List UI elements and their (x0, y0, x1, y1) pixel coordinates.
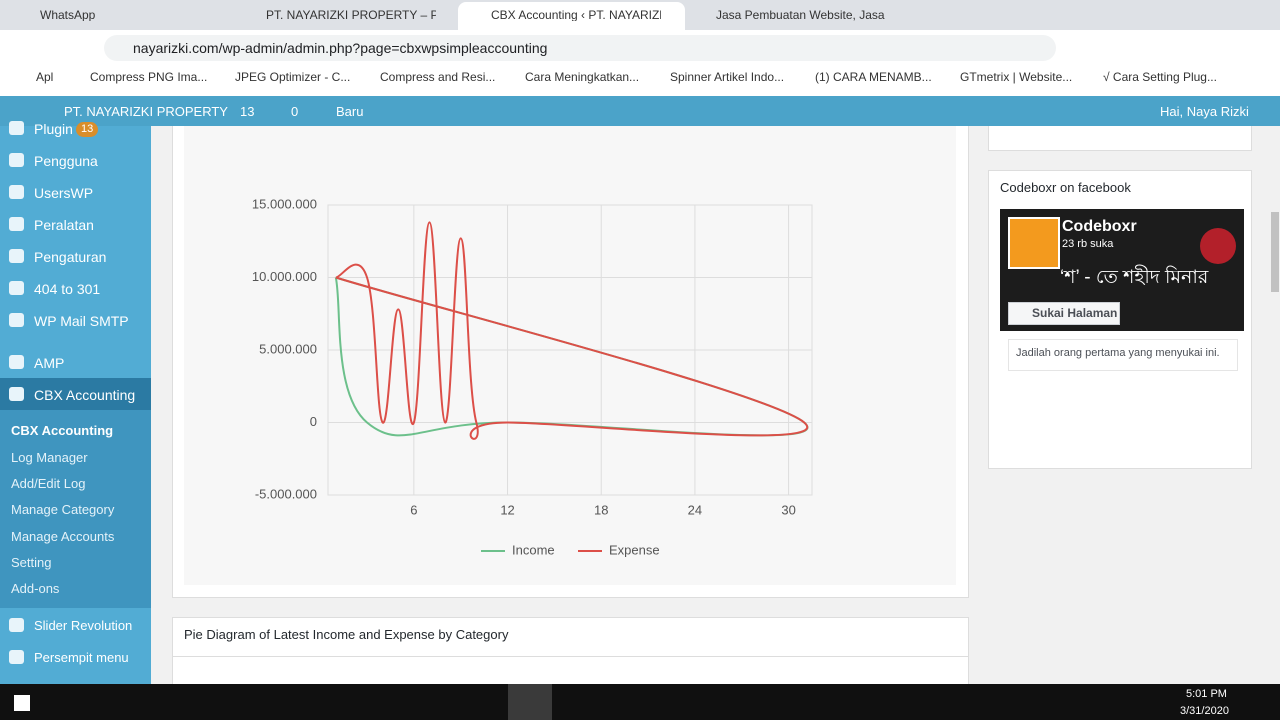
bookmark[interactable]: Cara Meningkatkan... (525, 70, 640, 84)
admin-bar-item[interactable]: 0 (291, 104, 299, 119)
menu-icon (9, 387, 24, 401)
x-tick-label: 30 (781, 502, 795, 517)
series-line (335, 221, 809, 440)
tab-title[interactable]: WhatsApp (40, 9, 96, 21)
menu-icon (9, 281, 24, 295)
menu-icon (9, 217, 24, 231)
address-bar[interactable] (104, 35, 1056, 61)
admin-bar (0, 96, 1280, 126)
bookmark[interactable]: JPEG Optimizer - C... (235, 70, 351, 84)
series-line (334, 276, 809, 437)
tab-title[interactable]: CBX Accounting ‹ PT. NAYARIZKI (491, 9, 661, 21)
menu-item[interactable]: Pengguna (34, 153, 98, 169)
menu-badge: 13 (76, 122, 99, 137)
start-button[interactable] (14, 695, 30, 711)
menu-item[interactable]: Persempit menu (34, 650, 129, 665)
submenu-item[interactable]: Manage Accounts (11, 529, 115, 544)
chart-area (184, 126, 956, 585)
submenu-item[interactable]: Manage Category (11, 502, 115, 517)
bookmark[interactable]: Apl (36, 70, 54, 84)
fb-sun (1200, 228, 1236, 264)
tab-title[interactable]: Jasa Pembuatan Website, Jasa SE (716, 9, 886, 21)
fb-logo (1008, 217, 1060, 269)
menu-icon (9, 153, 24, 167)
address-url[interactable]: nayarizki.com/wp-admin/admin.php?page=cb… (133, 40, 548, 56)
clock-date: 3/31/2020 (1180, 705, 1229, 717)
menu-item[interactable]: Slider Revolution (34, 618, 133, 633)
menu-icon (9, 121, 24, 135)
scrollbar[interactable] (1271, 212, 1279, 292)
bookmarks-bar (0, 64, 1280, 97)
fb-like-label[interactable]: Sukai Halaman (1032, 306, 1118, 320)
menu-item[interactable]: UsersWP (34, 185, 94, 201)
fb-note-box (1008, 339, 1238, 371)
bookmark[interactable]: Spinner Artikel Indo... (670, 70, 785, 84)
admin-bar-item[interactable]: 13 (240, 104, 255, 119)
menu-item[interactable]: CBX Accounting (34, 387, 136, 403)
fb-note: Jadilah orang pertama yang menyukai ini. (1016, 347, 1220, 359)
bookmark[interactable]: GTmetrix | Website... (960, 70, 1073, 84)
admin-greeting[interactable]: Hai, Naya Rizki (1160, 104, 1249, 119)
x-tick-label: 18 (594, 502, 608, 517)
legend-label: Expense (609, 542, 660, 557)
clock-time: 5:01 PM (1186, 688, 1227, 700)
menu-item[interactable]: Peralatan (34, 217, 94, 233)
y-tick-label: 5.000.000 (259, 341, 317, 356)
admin-bar-item[interactable]: Baru (336, 104, 364, 119)
section-heading: Pie Diagram of Latest Income and Expense… (184, 627, 509, 642)
menu-item[interactable]: 404 to 301 (34, 281, 101, 297)
menu-item[interactable]: Pengaturan (34, 249, 107, 265)
fb-like-button[interactable] (1008, 302, 1120, 325)
submenu-item[interactable]: Add-ons (11, 581, 60, 596)
pie-divider (172, 656, 969, 657)
legend-label: Income (512, 542, 555, 557)
menu-icon (9, 355, 24, 369)
submenu-item[interactable]: Setting (11, 555, 52, 570)
active-menu[interactable] (0, 378, 151, 410)
submenu-item[interactable]: CBX Accounting (11, 423, 114, 438)
fb-likes: 23 rb suka (1062, 238, 1114, 250)
taskbar (0, 684, 1280, 720)
y-tick-label: -5.000.000 (255, 486, 317, 501)
bookmark[interactable]: √ Cara Setting Plug... (1103, 70, 1217, 84)
chrome-taskbar-item[interactable] (508, 684, 552, 720)
menu-icon (9, 185, 24, 199)
x-tick-label: 24 (688, 502, 702, 517)
active-tab[interactable] (458, 2, 685, 32)
y-tick-label: 15.000.000 (252, 196, 317, 211)
tab-title[interactable]: PT. NAYARIZKI PROPERTY – Prop (266, 9, 436, 21)
fb-page-name[interactable]: Codeboxr (1062, 218, 1137, 235)
menu-item[interactable]: Plugin (34, 121, 73, 137)
menu-icon (9, 650, 24, 664)
admin-bar-item[interactable]: PT. NAYARIZKI PROPERTY (64, 104, 228, 119)
fb-banner-text: ‘শ’ - তে শহীদ মিনার (1060, 267, 1209, 288)
bookmark[interactable]: Compress PNG Ima... (90, 70, 208, 84)
y-tick-label: 0 (310, 414, 317, 429)
x-tick-label: 12 (500, 502, 514, 517)
menu-icon (9, 618, 24, 632)
menu-item[interactable]: WP Mail SMTP (34, 313, 129, 329)
menu-icon (9, 313, 24, 327)
bookmark[interactable]: Compress and Resi... (380, 70, 496, 84)
menu-icon (9, 249, 24, 263)
submenu-item[interactable]: Add/Edit Log (11, 476, 86, 491)
submenu-bg (0, 410, 151, 608)
widget-title: Codeboxr on facebook (1000, 180, 1131, 195)
menu-item[interactable]: AMP (34, 355, 65, 371)
widget-top (988, 126, 1252, 151)
y-tick-label: 10.000.000 (252, 269, 317, 284)
submenu-item[interactable]: Log Manager (11, 450, 88, 465)
bookmark[interactable]: (1) CARA MENAMB... (815, 70, 932, 84)
x-tick-label: 6 (410, 502, 417, 517)
